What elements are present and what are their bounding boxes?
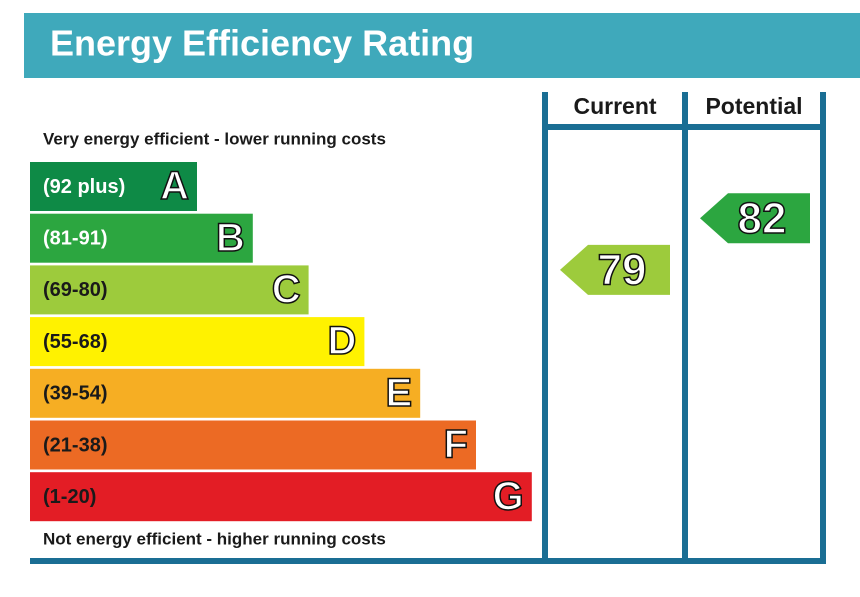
table-frame [30, 92, 826, 564]
band-letter: D [328, 319, 357, 363]
band-bar [30, 213, 253, 263]
band-range: (21-38) [43, 434, 107, 456]
band-range: (81-91) [43, 227, 107, 249]
band-range: (1-20) [43, 486, 96, 508]
band-letter: F [444, 423, 468, 467]
band-range: (69-80) [43, 279, 107, 301]
band-bar [30, 368, 421, 418]
band-bar [30, 420, 476, 470]
band-range: (55-68) [43, 331, 107, 353]
top-note: Very energy efficient - lower running co… [43, 129, 386, 148]
rating-arrow [560, 244, 670, 295]
band-bar [30, 472, 532, 522]
band-bar [30, 265, 309, 315]
title-bar [24, 13, 860, 78]
band-range: (39-54) [43, 383, 107, 405]
band-letter: B [216, 216, 245, 260]
column-header: Potential [705, 93, 802, 119]
column-header: Current [573, 93, 656, 119]
band-letter: C [272, 267, 301, 311]
band-range: (92 plus) [43, 176, 125, 198]
title: Energy Efficiency Rating [50, 23, 474, 64]
band-bar [30, 317, 365, 367]
band-bar [30, 162, 197, 211]
rating-value: 82 [738, 194, 787, 243]
band-letter: G [493, 474, 524, 518]
band-letter: E [386, 371, 413, 415]
band-letter: A [160, 164, 189, 208]
rating-value: 79 [598, 246, 647, 295]
rating-arrow [700, 193, 810, 244]
bottom-note: Not energy efficient - higher running co… [43, 529, 386, 548]
